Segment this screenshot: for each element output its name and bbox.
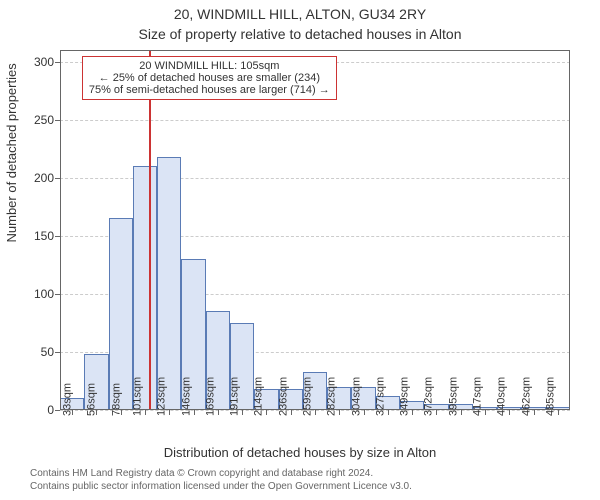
x-tick-mark (339, 410, 340, 415)
y-tick-label: 200 (34, 171, 60, 185)
x-tick-mark (364, 410, 365, 415)
x-tick-mark (534, 410, 535, 415)
x-tick-mark (291, 410, 292, 415)
y-tick-label: 50 (41, 345, 60, 359)
x-tick-mark (194, 410, 195, 415)
x-tick-mark (388, 410, 389, 415)
y-tick-label: 0 (47, 403, 60, 417)
y-axis-label: Number of detached properties (4, 63, 19, 242)
x-tick-mark (315, 410, 316, 415)
y-tick-label: 300 (34, 55, 60, 69)
x-tick-mark (266, 410, 267, 415)
x-tick-mark (461, 410, 462, 415)
x-tick-mark (509, 410, 510, 415)
x-tick-mark (218, 410, 219, 415)
x-axis-label: Distribution of detached houses by size … (0, 445, 600, 460)
plot-area: 20 WINDMILL HILL: 105sqm← 25% of detache… (60, 50, 570, 410)
x-tick-mark (485, 410, 486, 415)
plot-border (60, 50, 570, 410)
chart-title-sub: Size of property relative to detached ho… (0, 26, 600, 42)
y-tick-label: 100 (34, 287, 60, 301)
y-tick-label: 250 (34, 113, 60, 127)
footer-line-2: Contains public sector information licen… (30, 481, 412, 494)
x-tick-mark (169, 410, 170, 415)
x-tick-mark (242, 410, 243, 415)
x-tick-mark (412, 410, 413, 415)
x-tick-mark (436, 410, 437, 415)
x-tick-mark (145, 410, 146, 415)
x-tick-mark (558, 410, 559, 415)
chart-container: 20, WINDMILL HILL, ALTON, GU34 2RY Size … (0, 0, 600, 500)
footer-attribution: Contains HM Land Registry data © Crown c… (30, 468, 412, 493)
footer-line-1: Contains HM Land Registry data © Crown c… (30, 468, 412, 481)
chart-title-main: 20, WINDMILL HILL, ALTON, GU34 2RY (0, 6, 600, 22)
y-tick-label: 150 (34, 229, 60, 243)
